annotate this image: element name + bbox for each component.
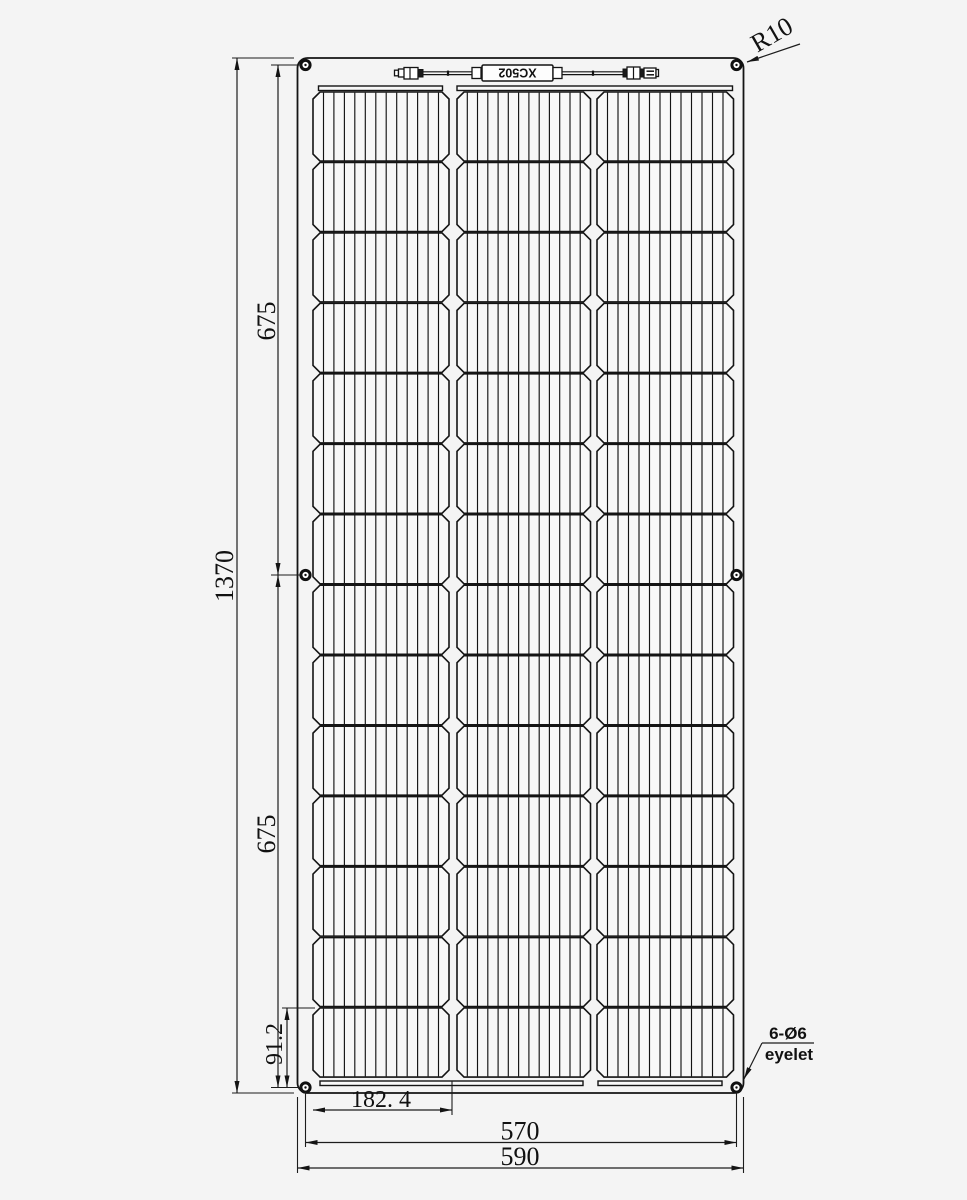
solar-cell — [312, 373, 450, 444]
solar-cell — [596, 1007, 735, 1078]
solar-cell — [596, 936, 735, 1008]
solar-cell — [312, 1007, 450, 1078]
dim-cell-width-label: 182. 4 — [351, 1087, 411, 1113]
dim-lower-span-label: 675 — [252, 815, 281, 854]
eyelet — [299, 1081, 312, 1094]
busbar-strip — [317, 85, 444, 92]
solar-cell — [456, 1007, 592, 1078]
solar-cell — [456, 795, 592, 867]
eyelet — [730, 1081, 743, 1094]
solar-cell — [456, 161, 592, 233]
r10-leader — [746, 43, 801, 63]
solar-cell — [456, 232, 592, 303]
solar-cell — [456, 91, 592, 162]
solar-cell — [456, 725, 592, 796]
solar-cell — [456, 373, 592, 444]
solar-cell — [596, 513, 735, 585]
solar-cell — [312, 302, 450, 374]
solar-cell — [456, 513, 592, 585]
busbar-strip — [456, 85, 734, 92]
solar-cell — [456, 584, 592, 656]
solar-cell — [312, 91, 450, 162]
eyelet — [730, 568, 743, 582]
solar-cell — [456, 443, 592, 515]
solar-cell — [596, 584, 735, 656]
mc4-connector-right — [622, 66, 660, 80]
solar-cell — [456, 654, 592, 726]
cable-gland-left — [471, 66, 482, 80]
solar-cell — [596, 373, 735, 444]
eyelet — [730, 58, 743, 72]
eyelet-note-line2: eyelet — [765, 1045, 814, 1064]
junction-box-assembly: XC502 — [393, 64, 660, 82]
dim-cell-height-label: 91.2 — [262, 1023, 288, 1065]
junction-box-label: XC502 — [498, 65, 536, 79]
cable-left — [423, 70, 472, 76]
solar-cell — [312, 725, 450, 796]
solar-cell — [312, 654, 450, 726]
dim-overall-height-label: 1370 — [210, 550, 239, 602]
cell-grid — [312, 91, 735, 1078]
dim-overall-width-label: 590 — [501, 1142, 540, 1171]
solar-cell — [312, 936, 450, 1008]
eyelet-leader — [743, 1042, 763, 1080]
solar-cell — [596, 91, 735, 162]
solar-cell — [312, 795, 450, 867]
solar-cell — [456, 936, 592, 1008]
busbar-strip — [597, 1080, 723, 1087]
solar-cell — [456, 866, 592, 937]
solar-cell — [312, 443, 450, 515]
solar-cell — [312, 584, 450, 656]
solar-cell — [596, 654, 735, 726]
solar-cell — [596, 725, 735, 796]
dimensions: 1370 675 675 91.2 182. 4 570 590 — [210, 57, 745, 1173]
solar-cell — [596, 866, 735, 937]
eyelet-callout: 6-Ø6 eyelet — [743, 1024, 814, 1080]
cable-right — [562, 70, 623, 76]
solar-cell — [312, 866, 450, 937]
solar-cell — [312, 232, 450, 303]
solar-cell — [596, 795, 735, 867]
solar-cell — [312, 161, 450, 233]
solar-cell — [596, 443, 735, 515]
mc4-connector-left — [393, 66, 424, 80]
solar-cell — [596, 161, 735, 233]
solar-cell — [596, 302, 735, 374]
eyelet — [299, 58, 312, 72]
solar-cell — [596, 232, 735, 303]
eyelet — [299, 568, 312, 582]
solar-cell — [312, 513, 450, 585]
solar-cell — [456, 302, 592, 374]
dim-eyelet-span-label: 570 — [501, 1117, 540, 1146]
eyelet-note-line1: 6-Ø6 — [769, 1024, 807, 1043]
cable-gland-right — [552, 66, 563, 80]
dim-upper-span-label: 675 — [252, 302, 281, 341]
